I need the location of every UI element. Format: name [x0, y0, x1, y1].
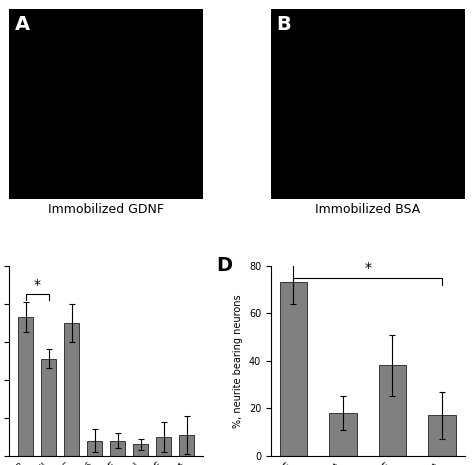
Y-axis label: %, neurite bearing neurons: %, neurite bearing neurons — [233, 294, 243, 427]
Text: B: B — [277, 15, 292, 34]
X-axis label: Immobilized BSA: Immobilized BSA — [315, 203, 420, 216]
Text: D: D — [217, 256, 233, 275]
Text: A: A — [15, 15, 30, 34]
Bar — [379, 365, 406, 456]
Bar — [87, 440, 102, 456]
Bar — [280, 282, 307, 456]
Text: *: * — [364, 261, 371, 275]
Bar — [41, 359, 56, 456]
Bar — [110, 440, 125, 456]
X-axis label: Immobilized GDNF: Immobilized GDNF — [48, 203, 164, 216]
Bar — [329, 413, 356, 456]
Text: *: * — [34, 279, 41, 292]
Bar — [18, 317, 33, 456]
Bar — [179, 435, 194, 456]
Bar — [133, 444, 148, 456]
Bar — [156, 437, 171, 456]
Bar — [428, 415, 456, 456]
Bar — [64, 323, 79, 456]
